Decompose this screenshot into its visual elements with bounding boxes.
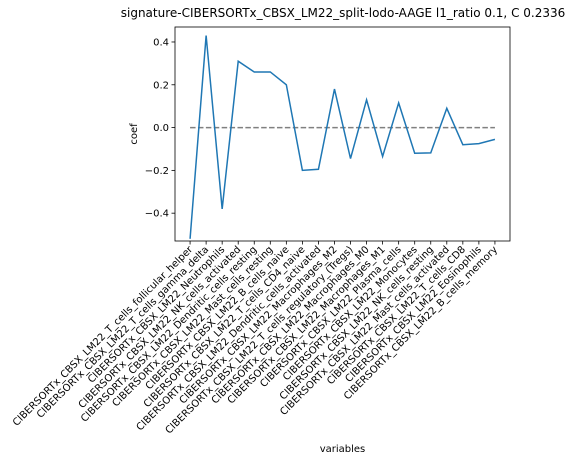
y-tick-label: −0.4 xyxy=(145,209,169,220)
coef-series-line xyxy=(189,35,496,239)
y-tick-label: 0.2 xyxy=(153,80,169,91)
y-tick-label: −0.2 xyxy=(145,166,169,177)
chart-title: signature-CIBERSORTx_CBSX_LM22_split-lod… xyxy=(121,6,566,20)
x-axis-label: variables xyxy=(320,444,366,455)
y-axis-label: coef xyxy=(129,123,140,145)
y-tick-label: 0.0 xyxy=(153,123,169,134)
plot-frame xyxy=(174,26,511,242)
y-tick-label: 0.4 xyxy=(153,37,169,48)
